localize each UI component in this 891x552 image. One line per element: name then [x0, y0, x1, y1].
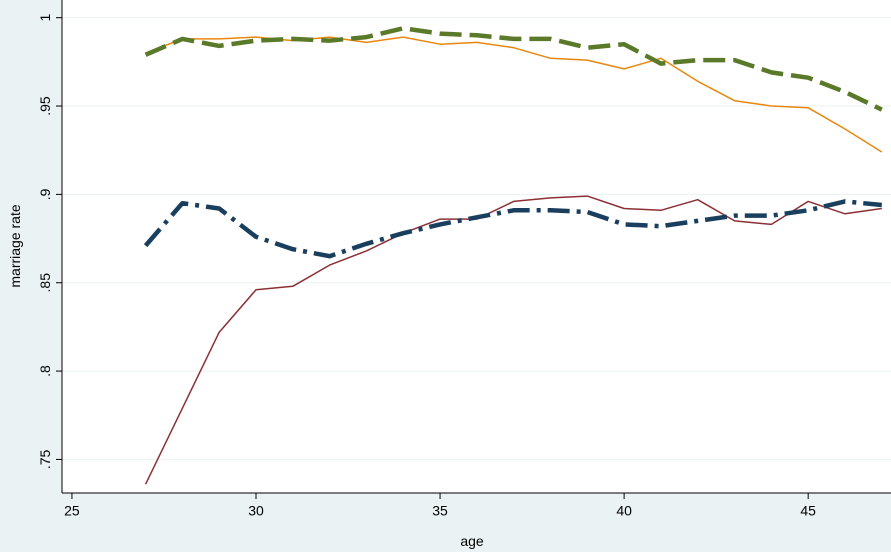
- series-line: [144, 195, 882, 485]
- y-axis-label: marriage rate: [7, 204, 23, 287]
- x-tick-label: 25: [64, 503, 80, 519]
- y-tick-label: .95: [37, 96, 53, 116]
- x-axis-label: age: [460, 533, 484, 549]
- x-tick-label: 45: [800, 503, 816, 519]
- y-tick-label: .9: [37, 188, 53, 200]
- y-tick-label: 1: [37, 14, 53, 22]
- plot-area: [62, 0, 891, 493]
- y-tick-label: .85: [37, 273, 53, 293]
- y-tick-label: .8: [37, 365, 53, 377]
- series-line: [143, 199, 883, 259]
- y-tick-label: .75: [37, 449, 53, 469]
- x-tick-label: 30: [248, 503, 264, 519]
- series-line: [144, 26, 883, 112]
- x-tick-label: 40: [616, 503, 632, 519]
- x-tick-label: 35: [432, 503, 448, 519]
